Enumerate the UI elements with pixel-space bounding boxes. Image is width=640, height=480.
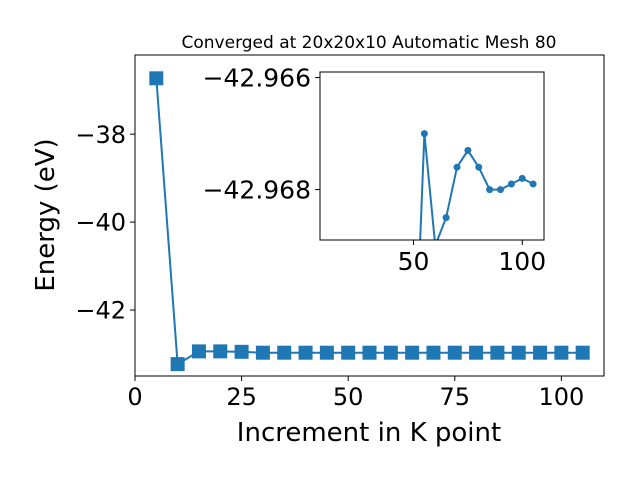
main-data-point: [170, 357, 185, 372]
main-y-tick-label: −38: [75, 121, 126, 149]
main-data-point: [149, 71, 164, 86]
main-data-point: [490, 345, 505, 360]
main-data-point: [234, 344, 249, 359]
main-data-point: [277, 345, 292, 360]
inset-data-point: [529, 180, 537, 188]
main-data-point: [255, 345, 270, 360]
main-data-point: [298, 345, 313, 360]
main-axis-ticks: 0 25 50 75 100 −38 −40 −42: [75, 121, 584, 411]
inset-data-point: [420, 130, 428, 138]
main-data-point: [362, 345, 377, 360]
inset-axis-ticks: 50 100 −42.968 −42.966: [203, 64, 547, 276]
main-x-tick-label: 25: [226, 383, 257, 411]
main-data-point: [191, 344, 206, 359]
inset-data-point: [497, 186, 505, 194]
main-data-point: [554, 345, 569, 360]
main-y-tick-label: −40: [75, 209, 126, 237]
inset-y-tick-label: −42.966: [203, 64, 311, 93]
inset-x-tick-label: 50: [398, 247, 430, 276]
inset-plot-frame: [319, 71, 545, 241]
main-y-tick-label: −42: [75, 297, 126, 325]
main-data-point: [575, 345, 590, 360]
inset-x-tick-label: 100: [498, 247, 546, 276]
main-data-point: [511, 345, 526, 360]
main-data-point: [341, 345, 356, 360]
x-axis-label: Increment in K point: [237, 418, 501, 448]
main-data-point: [533, 345, 548, 360]
inset-data-point: [410, 405, 417, 412]
inset-data-point: [464, 146, 472, 154]
main-x-tick-label: 100: [538, 383, 584, 411]
main-data-point: [426, 345, 441, 360]
inset-data-point: [442, 214, 450, 222]
main-data-point: [383, 345, 398, 360]
inset-data-point: [475, 163, 483, 171]
main-data-point: [447, 345, 462, 360]
y-axis-label: Energy (eV): [31, 138, 61, 291]
main-x-tick-label: 50: [333, 383, 364, 411]
inset-y-tick-label: −42.968: [203, 176, 311, 205]
inset-data-point: [453, 163, 461, 171]
main-data-point: [469, 345, 484, 360]
inset-data-point: [518, 174, 526, 182]
main-x-tick-label: 0: [127, 383, 142, 411]
inset-data-point: [486, 186, 494, 194]
inset-series-markers: [410, 130, 537, 412]
inset-data-point: [507, 180, 515, 188]
main-plot-frame: [134, 54, 605, 377]
chart-title: Converged at 20x20x10 Automatic Mesh 80: [182, 33, 557, 53]
main-data-point: [405, 345, 420, 360]
main-x-tick-label: 75: [439, 383, 470, 411]
main-series-markers: [149, 71, 590, 372]
main-data-point: [319, 345, 334, 360]
main-data-point: [213, 344, 228, 359]
